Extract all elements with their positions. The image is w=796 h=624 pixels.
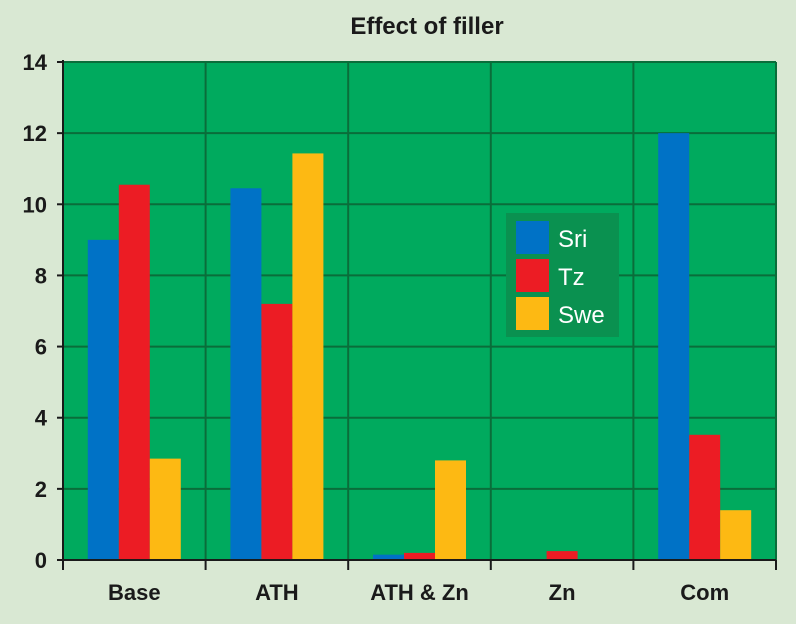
bar-tz-1 — [261, 303, 293, 560]
y-tick-label: 8 — [35, 263, 47, 288]
axes: 0 2 4 6 8 10 12 14 Base ATH ATH & Zn Zn Com — [23, 50, 777, 605]
x-tick-label: ATH — [255, 580, 299, 605]
bar-tz-4 — [689, 434, 721, 560]
legend-label-tz: Tz — [558, 264, 585, 291]
chart-title: Effect of filler — [350, 13, 503, 40]
y-tick-label: 4 — [35, 406, 48, 431]
x-tick-label: Zn — [549, 580, 576, 605]
bar-tz-0 — [118, 184, 150, 560]
bar-swe-1 — [292, 153, 324, 560]
bars — [87, 133, 752, 560]
bar-swe-4 — [720, 510, 752, 560]
bar-sri-2 — [373, 554, 404, 560]
bar-sri-4 — [658, 133, 690, 560]
bar-tz-3 — [546, 551, 578, 560]
legend-label-sri: Sri — [558, 226, 587, 253]
x-tick-label: ATH & Zn — [370, 580, 469, 605]
y-tick-label: 6 — [35, 335, 47, 360]
legend: Sri Tz Swe — [506, 213, 619, 337]
y-tick-label: 12 — [23, 121, 47, 146]
y-tick-label: 0 — [35, 548, 47, 573]
legend-swatch-swe — [516, 297, 549, 330]
bar-sri-0 — [87, 239, 119, 560]
legend-label-swe: Swe — [558, 302, 605, 329]
bar-swe-0 — [149, 458, 181, 560]
x-tick-label: Com — [680, 580, 729, 605]
legend-swatch-tz — [516, 259, 549, 292]
legend-swatch-sri — [516, 221, 549, 254]
y-tick-label: 2 — [35, 477, 47, 502]
x-tick-label: Base — [108, 580, 161, 605]
bar-sri-1 — [230, 188, 262, 560]
plot-area — [63, 62, 776, 560]
y-tick-label: 14 — [23, 50, 48, 75]
y-tick-label: 10 — [23, 192, 47, 217]
bar-swe-2 — [435, 460, 466, 560]
bar-tz-2 — [404, 552, 435, 560]
